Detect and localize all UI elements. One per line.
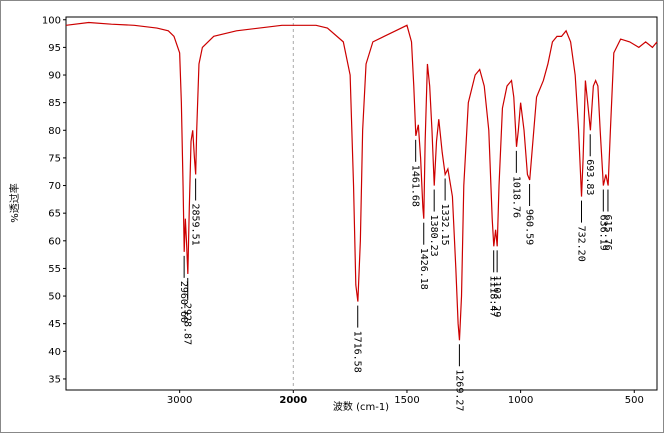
peak-label: 1018.76 — [510, 176, 521, 218]
x-tick-label: 500 — [625, 395, 644, 406]
y-tick-label: 75 — [48, 153, 61, 164]
peak-label: 2960.60 — [178, 281, 189, 323]
peak-label: 2859.51 — [190, 203, 201, 245]
y-tick-label: 80 — [48, 126, 61, 137]
y-axis-label: %透过率 — [8, 183, 21, 223]
y-tick-label: 90 — [48, 71, 61, 82]
peak-label: 732.20 — [575, 226, 586, 262]
y-tick-label: 95 — [48, 43, 61, 54]
peak-label: 1716.58 — [352, 331, 363, 373]
y-tick-label: 65 — [48, 209, 61, 220]
y-tick-label: 45 — [48, 319, 61, 330]
peak-label: 1332.15 — [439, 203, 450, 245]
peak-label: 693.83 — [584, 159, 595, 195]
peak-label: 615.76 — [602, 215, 613, 251]
peak-label: 636.19 — [597, 215, 608, 251]
y-tick-label: 40 — [48, 347, 61, 358]
y-tick-label: 35 — [48, 374, 61, 385]
peak-label: 960.59 — [524, 209, 535, 245]
y-tick-label: 55 — [48, 264, 61, 275]
x-tick-label: 3000 — [167, 395, 192, 406]
y-tick-label: 50 — [48, 292, 61, 303]
y-tick-label: 85 — [48, 98, 61, 109]
x-tick-label: 1000 — [508, 395, 533, 406]
y-tick-label: 60 — [48, 236, 61, 247]
peak-label: 2928.87 — [182, 303, 193, 345]
y-tick-label: 70 — [48, 181, 61, 192]
y-tick-label: 100 — [42, 15, 61, 26]
peak-label: 1118.47 — [488, 275, 499, 317]
peak-label: 1269.27 — [453, 369, 464, 411]
x-axis-label: 波数 (cm-1) — [333, 400, 389, 413]
x-tick-label: 1500 — [394, 395, 419, 406]
spectrum-line — [65, 21, 658, 341]
peak-label: 1103.29 — [491, 275, 502, 317]
peak-label: 1426.18 — [418, 248, 429, 290]
peak-label: 1380.23 — [428, 215, 439, 257]
peak-label: 1461.68 — [410, 165, 421, 207]
x-tick-label: 2000 — [279, 395, 307, 406]
